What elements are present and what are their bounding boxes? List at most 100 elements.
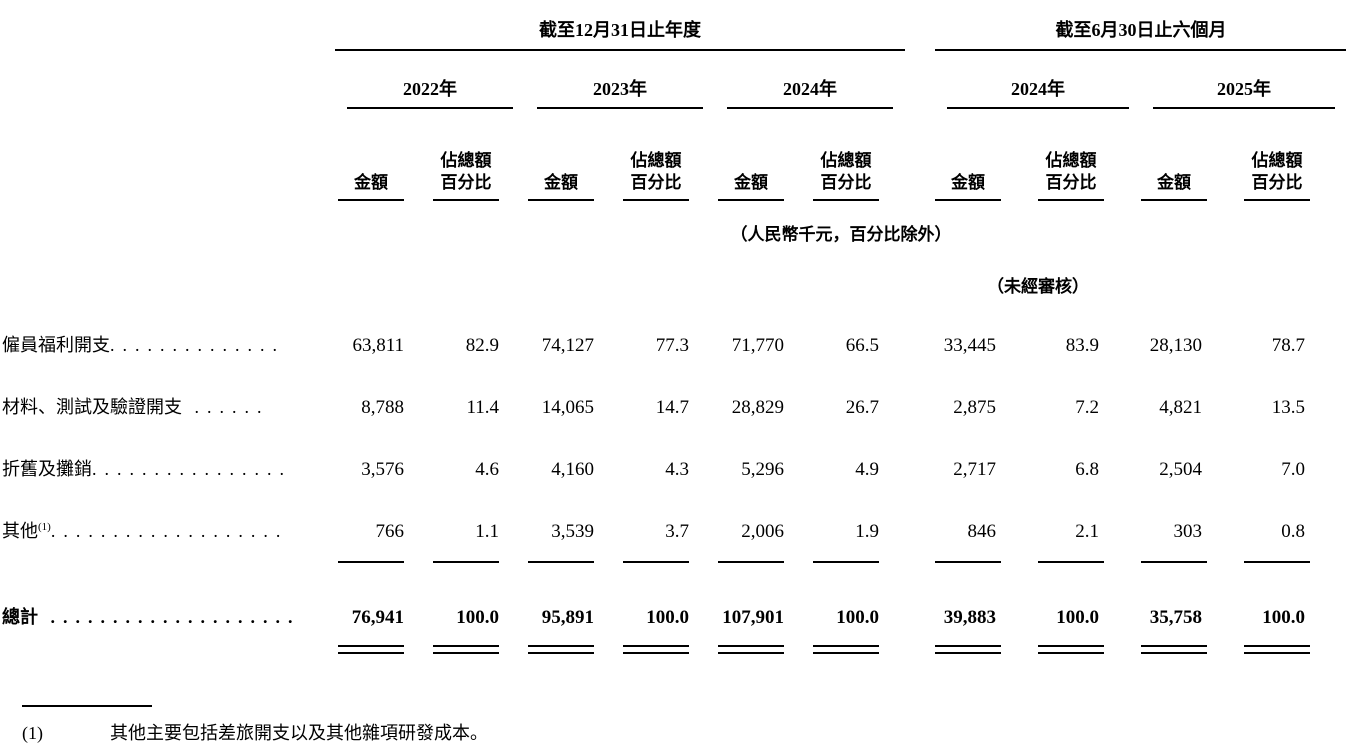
- single-rule: [718, 561, 784, 563]
- amount-cell: 39,883: [943, 607, 996, 628]
- amount-cell: 76,941: [351, 607, 404, 628]
- amount-cell: 14,065: [541, 397, 594, 418]
- amount-cell: 71,770: [731, 335, 784, 356]
- year-header-2024-interim: 2024年: [947, 75, 1129, 109]
- year-header-2024: 2024年: [727, 75, 893, 109]
- period-group-row: 截至12月31日止年度 截至6月30日止六個月: [0, 0, 1346, 51]
- year-header-2022: 2022年: [347, 75, 513, 109]
- note-unaudited: （未經審核）: [987, 277, 1089, 296]
- double-rule: [1038, 645, 1104, 654]
- subheader-amount: 金額: [338, 172, 404, 201]
- subheader-amount: 金額: [528, 172, 594, 201]
- footnote-marker: (1): [22, 723, 43, 743]
- amount-cell: 3,539: [551, 521, 594, 542]
- percentage-cell: 2.1: [1075, 521, 1099, 542]
- single-rule: [528, 561, 594, 563]
- subheader-row: 金額 佔總額 百分比 金額 佔總額 百分比 金額 佔總額 百分比 金額 佔總額 …: [0, 109, 1346, 201]
- expense-row-depreciation-amortisation: 折舊及攤銷................ 3,576 4.6 4,160 4.…: [0, 429, 1346, 491]
- single-rule: [338, 561, 404, 563]
- row-label: 其他: [2, 521, 38, 541]
- subheader-percentage: 佔總額 百分比: [1244, 150, 1310, 201]
- percentage-cell: 4.6: [475, 459, 499, 480]
- single-rule: [1038, 561, 1104, 563]
- total-double-rule-row: [0, 639, 1346, 667]
- amount-cell: 4,160: [551, 459, 594, 480]
- percentage-cell: 14.7: [655, 397, 689, 418]
- double-rule: [1244, 645, 1310, 654]
- subheader-amount: 金額: [935, 172, 1001, 201]
- double-rule: [813, 645, 879, 654]
- amount-cell: 3,576: [361, 459, 404, 480]
- amount-cell: 2,504: [1159, 459, 1202, 480]
- single-rule: [813, 561, 879, 563]
- row-label: 材料、測試及驗證開支: [2, 397, 182, 417]
- expense-row-employee-benefits: 僱員福利開支.............. 63,811 82.9 74,127 …: [0, 305, 1346, 367]
- amount-cell: 28,130: [1149, 335, 1202, 356]
- double-rule: [935, 645, 1001, 654]
- double-rule: [718, 645, 784, 654]
- year-header-2023: 2023年: [537, 75, 703, 109]
- row-label: 總計: [2, 607, 38, 627]
- year-header-2025-interim: 2025年: [1153, 75, 1335, 109]
- expense-row-others: 其他(1)................... 766 1.1 3,539 3…: [0, 491, 1346, 553]
- amount-cell: 107,901: [722, 607, 784, 628]
- subheader-amount: 金額: [1141, 172, 1207, 201]
- amount-cell: 5,296: [741, 459, 784, 480]
- amount-cell: 35,758: [1149, 607, 1202, 628]
- percentage-cell: 100.0: [836, 607, 879, 628]
- percentage-cell: 82.9: [465, 335, 499, 356]
- percentage-cell: 0.8: [1281, 521, 1305, 542]
- single-rule: [1141, 561, 1207, 563]
- year-header-row: 2022年 2023年 2024年 2024年 2025年: [0, 50, 1346, 109]
- double-rule: [623, 645, 689, 654]
- amount-cell: 2,717: [953, 459, 996, 480]
- unaudited-note-row: （未經審核）: [0, 253, 1346, 305]
- subheader-percentage: 佔總額 百分比: [813, 150, 879, 201]
- group-header-annual: 截至12月31日止年度: [335, 0, 905, 51]
- amount-cell: 95,891: [541, 607, 594, 628]
- amount-cell: 2,006: [741, 521, 784, 542]
- subheader-percentage: 佔總額 百分比: [623, 150, 689, 201]
- amount-cell: 4,821: [1159, 397, 1202, 418]
- subheader-amount: 金額: [718, 172, 784, 201]
- percentage-cell: 100.0: [456, 607, 499, 628]
- footnote-rule: [22, 705, 152, 707]
- amount-cell: 846: [967, 521, 997, 542]
- double-rule: [433, 645, 499, 654]
- percentage-cell: 11.4: [466, 397, 499, 418]
- percentage-cell: 13.5: [1271, 397, 1305, 418]
- leader-dots: ..............: [110, 335, 285, 355]
- footnote-text: 其他主要包括差旅開支以及其他雜項研發成本。: [110, 723, 488, 743]
- amount-cell: 63,811: [352, 335, 404, 356]
- amount-cell: 74,127: [541, 335, 594, 356]
- row-label: 僱員福利開支: [2, 335, 110, 355]
- subtotal-rule-row: [0, 553, 1346, 577]
- row-label: 折舊及攤銷: [2, 459, 92, 479]
- single-rule: [1244, 561, 1310, 563]
- subheader-percentage: 佔總額 百分比: [1038, 150, 1104, 201]
- expense-row-materials-testing: 材料、測試及驗證開支 ...... 8,788 11.4 14,065 14.7…: [0, 367, 1346, 429]
- single-rule: [935, 561, 1001, 563]
- footnote: (1) 其他主要包括差旅開支以及其他雜項研發成本。: [22, 705, 1346, 745]
- percentage-cell: 100.0: [646, 607, 689, 628]
- leader-dots: ................: [92, 459, 292, 479]
- leader-dots: ....................: [38, 607, 301, 627]
- expense-breakdown-table: 截至12月31日止年度 截至6月30日止六個月 2022年 2023年 2024…: [0, 0, 1346, 667]
- amount-cell: 766: [375, 521, 405, 542]
- double-rule: [338, 645, 404, 654]
- single-rule: [623, 561, 689, 563]
- percentage-cell: 100.0: [1056, 607, 1099, 628]
- group-header-interim: 截至6月30日止六個月: [935, 0, 1346, 51]
- single-rule: [433, 561, 499, 563]
- percentage-cell: 26.7: [845, 397, 879, 418]
- double-rule: [1141, 645, 1207, 654]
- subheader-percentage: 佔總額 百分比: [433, 150, 499, 201]
- amount-cell: 2,875: [953, 397, 996, 418]
- percentage-cell: 77.3: [655, 335, 689, 356]
- double-rule: [528, 645, 594, 654]
- leader-dots: ...................: [50, 521, 289, 541]
- leader-dots: ......: [182, 397, 270, 417]
- percentage-cell: 7.2: [1075, 397, 1099, 418]
- percentage-cell: 4.9: [855, 459, 879, 480]
- amount-cell: 28,829: [731, 397, 784, 418]
